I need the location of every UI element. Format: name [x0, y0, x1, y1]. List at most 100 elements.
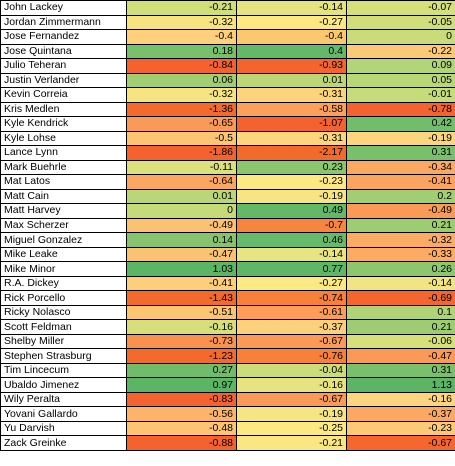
player-name-cell: Stephen Strasburg [0, 348, 127, 364]
value-cell-col1: -0.5 [126, 130, 237, 147]
table-row: Julio Teheran -0.84 -0.93 0.09 [0, 58, 455, 74]
table-row: Stephen Strasburg -1.23 -0.76 -0.47 [0, 348, 455, 364]
value-cell-col2: -0.7 [236, 217, 347, 234]
value-cell-col1: 0.27 [126, 362, 237, 379]
player-name-cell: Jose Quintana [0, 43, 127, 60]
value-cell-col3: -0.34 [346, 159, 455, 176]
player-name-cell: Julio Teheran [0, 58, 127, 74]
value-cell-col3: -0.49 [346, 203, 455, 219]
table-row: Kris Medlen -1.36 -0.58 -0.78 [0, 101, 455, 118]
table-row: Jose Quintana 0.18 0.4 -0.22 [0, 43, 455, 60]
player-name-cell: Jordan Zimmermann [0, 14, 127, 31]
player-name-cell: Kris Medlen [0, 101, 127, 118]
table-row: Tim Lincecum 0.27 -0.04 0.31 [0, 362, 455, 379]
table-row: Max Scherzer -0.49 -0.7 0.21 [0, 217, 455, 234]
value-cell-col1: 0.01 [126, 188, 237, 205]
value-cell-col2: -0.14 [236, 246, 347, 263]
value-cell-col3: 0.42 [346, 116, 455, 132]
player-name-cell: Miguel Gonzalez [0, 232, 127, 248]
value-cell-col1: 0.14 [126, 232, 237, 248]
value-cell-col2: -0.27 [236, 14, 347, 31]
value-cell-col2: 0.46 [236, 232, 347, 248]
value-cell-col1: -0.4 [126, 29, 237, 45]
value-cell-col3: -0.01 [346, 87, 455, 103]
table-row: Justin Verlander 0.06 0.01 0.05 [0, 72, 455, 89]
value-cell-col3: 0.31 [346, 145, 455, 161]
value-cell-col3: -0.23 [346, 420, 455, 437]
player-name-cell: Justin Verlander [0, 72, 127, 89]
player-name-cell: Matt Cain [0, 188, 127, 205]
player-name-cell: Kevin Correia [0, 87, 127, 103]
value-cell-col3: 0.2 [346, 188, 455, 205]
value-cell-col3: 0.21 [346, 217, 455, 234]
value-cell-col2: -0.67 [236, 333, 347, 350]
table-row: Mat Latos -0.64 -0.23 -0.41 [0, 174, 455, 190]
value-cell-col1: -0.41 [126, 275, 237, 292]
value-cell-col1: -0.11 [126, 159, 237, 176]
player-name-cell: Max Scherzer [0, 217, 127, 234]
value-cell-col3: -0.67 [346, 435, 455, 451]
value-cell-col2: 0.77 [236, 261, 347, 277]
value-cell-col2: -0.14 [236, 0, 347, 16]
value-cell-col3: 0.21 [346, 319, 455, 335]
value-cell-col1: -0.16 [126, 319, 237, 335]
player-name-cell: Ricky Nolasco [0, 304, 127, 321]
value-cell-col1: 0.18 [126, 43, 237, 60]
value-cell-col3: 1.13 [346, 377, 455, 393]
value-cell-col2: -0.61 [236, 304, 347, 321]
value-cell-col2: -0.4 [236, 29, 347, 45]
table-row: Kevin Correia -0.32 -0.31 -0.01 [0, 87, 455, 103]
player-name-cell: Kyle Lohse [0, 130, 127, 147]
value-cell-col1: -0.32 [126, 87, 237, 103]
value-cell-col2: 0.23 [236, 159, 347, 176]
pitcher-stats-table: John Lackey -0.21 -0.14 -0.07 Jordan Zimmerm… [0, 0, 455, 451]
player-name-cell: Wily Peralta [0, 391, 127, 408]
value-cell-col1: -0.56 [126, 406, 237, 422]
value-cell-col2: -1.07 [236, 116, 347, 132]
table-row: Mike Minor 1.03 0.77 0.26 [0, 261, 455, 277]
value-cell-col2: -0.58 [236, 101, 347, 118]
table-row: Lance Lynn -1.86 -2.17 0.31 [0, 145, 455, 161]
value-cell-col1: -0.84 [126, 58, 237, 74]
value-cell-col2: -0.19 [236, 406, 347, 422]
value-cell-col3: 0.31 [346, 362, 455, 379]
value-cell-col1: 0.97 [126, 377, 237, 393]
value-cell-col3: 0 [346, 29, 455, 45]
value-cell-col2: -0.21 [236, 435, 347, 451]
value-cell-col3: -0.33 [346, 246, 455, 263]
value-cell-col2: -0.93 [236, 58, 347, 74]
table-row: Wily Peralta -0.83 -0.67 -0.16 [0, 391, 455, 408]
value-cell-col2: -0.37 [236, 319, 347, 335]
player-name-cell: Shelby Miller [0, 333, 127, 350]
value-cell-col2: -0.27 [236, 275, 347, 292]
value-cell-col2: 0.49 [236, 203, 347, 219]
table-row: Zack Greinke -0.88 -0.21 -0.67 [0, 435, 455, 451]
table-row: Scott Feldman -0.16 -0.37 0.21 [0, 319, 455, 335]
value-cell-col1: -0.32 [126, 14, 237, 31]
player-name-cell: Lance Lynn [0, 145, 127, 161]
player-name-cell: Mike Leake [0, 246, 127, 263]
player-name-cell: Yu Darvish [0, 420, 127, 437]
table-row: Shelby Miller -0.73 -0.67 -0.06 [0, 333, 455, 350]
value-cell-col3: -0.22 [346, 43, 455, 60]
table-row: Miguel Gonzalez 0.14 0.46 -0.32 [0, 232, 455, 248]
value-cell-col1: -1.23 [126, 348, 237, 364]
player-name-cell: Rick Porcello [0, 290, 127, 306]
table-row: Kyle Kendrick -0.65 -1.07 0.42 [0, 116, 455, 132]
value-cell-col3: -0.05 [346, 14, 455, 31]
value-cell-col1: -0.83 [126, 391, 237, 408]
player-name-cell: Matt Harvey [0, 203, 127, 219]
value-cell-col1: -0.47 [126, 246, 237, 263]
value-cell-col3: -0.41 [346, 174, 455, 190]
table-row: Jordan Zimmermann -0.32 -0.27 -0.05 [0, 14, 455, 31]
value-cell-col1: -1.36 [126, 101, 237, 118]
value-cell-col3: -0.69 [346, 290, 455, 306]
value-cell-col3: 0.09 [346, 58, 455, 74]
value-cell-col3: -0.14 [346, 275, 455, 292]
value-cell-col3: -0.78 [346, 101, 455, 118]
value-cell-col1: 0 [126, 203, 237, 219]
table-row: Yovani Gallardo -0.56 -0.19 -0.37 [0, 406, 455, 422]
value-cell-col1: -0.88 [126, 435, 237, 451]
value-cell-col2: -2.17 [236, 145, 347, 161]
table-row: Matt Cain 0.01 -0.19 0.2 [0, 188, 455, 205]
